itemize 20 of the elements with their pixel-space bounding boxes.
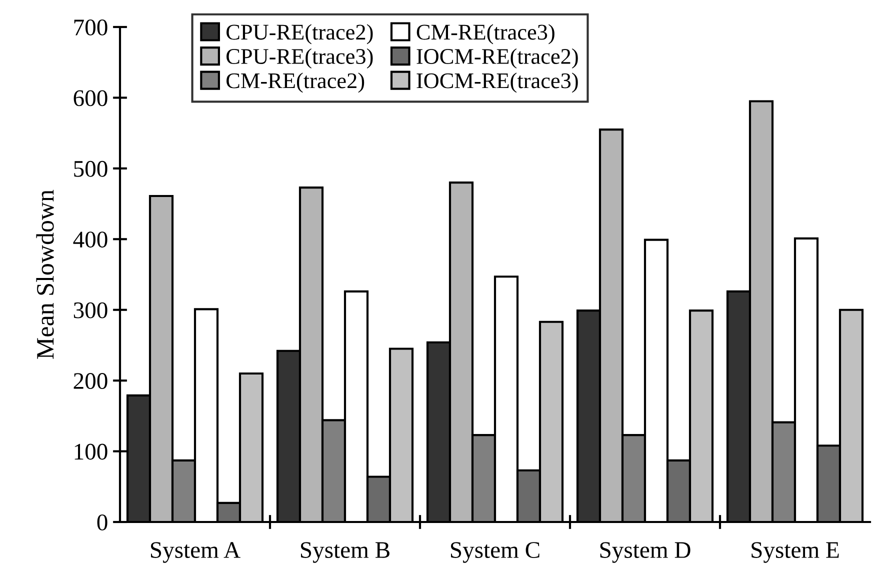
legend-label: IOCM-RE(trace2) [416, 48, 578, 69]
y-axis-title: Mean Slowdown [36, 190, 54, 359]
y-tick-label: 400 [73, 232, 108, 248]
x-tick-label: System A [150, 542, 240, 563]
x-tick-label: System C [450, 542, 540, 563]
x-tick-label: System E [752, 542, 839, 563]
y-tick-label: 0 [97, 514, 108, 530]
y-tick-label: 100 [74, 444, 108, 460]
x-tick-label: System D [600, 542, 690, 563]
y-tick-label: 200 [74, 373, 108, 389]
legend-label: CPU-RE(trace2) [226, 24, 373, 44]
legend-label: CM-RE(trace2) [226, 72, 364, 93]
y-tick-label: 600 [74, 90, 108, 106]
legend-label: IOCM-RE(trace3) [416, 72, 578, 93]
y-tick-label: 700 [74, 19, 108, 36]
x-tick-label: System B [300, 542, 390, 563]
y-tick-label: 300 [74, 302, 108, 318]
y-tick-label: 500 [74, 160, 108, 177]
legend-label: CPU-RE(trace3) [226, 48, 373, 69]
legend-label: CM-RE(trace3) [416, 24, 554, 44]
